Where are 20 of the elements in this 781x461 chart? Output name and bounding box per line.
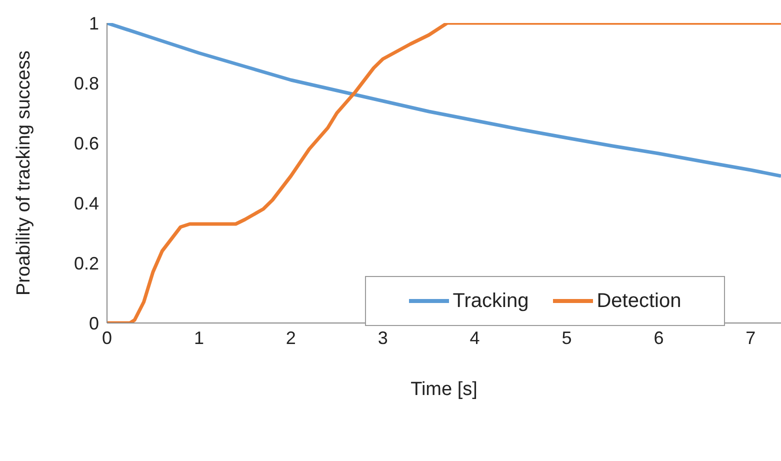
x-tick-label: 5 [562,328,572,348]
y-axis-title: Proability of tracking success [14,50,35,296]
legend-label: Detection [596,290,682,312]
x-tick-label: 1 [194,328,204,348]
x-tick-label: 4 [470,328,480,348]
y-tick-label: 0.4 [74,193,99,214]
y-tick-label: 0 [88,313,99,334]
x-tick-label: 2 [286,328,296,348]
line-series [107,23,781,323]
y-tick-label: 0.6 [74,133,99,154]
x-axis-title: Time [s] [410,379,478,400]
y-tick-label: 1 [88,13,99,34]
y-tick-label: 0.2 [74,253,99,274]
x-tick-label: 3 [378,328,388,348]
legend-label: Tracking [452,290,529,312]
x-tick-label: 0 [102,328,112,348]
x-tick-label: 7 [746,328,756,348]
y-tick-label: 0.8 [74,73,99,94]
x-tick-label: 6 [654,328,664,348]
line-series [107,23,781,178]
